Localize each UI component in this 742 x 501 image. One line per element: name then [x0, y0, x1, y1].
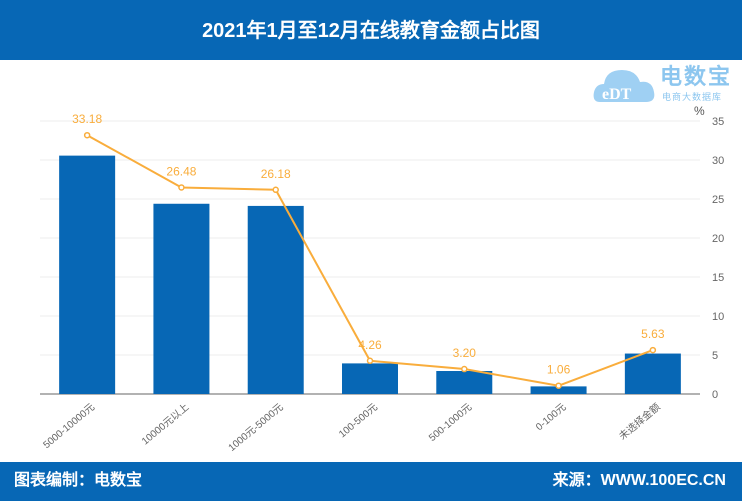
line-point — [366, 357, 374, 365]
x-tick-label: 未选择金额 — [616, 400, 663, 442]
logo: eDT 电数宝 电商大数据库 — [592, 62, 737, 106]
data-label: 26.48 — [166, 164, 196, 178]
x-tick-label: 500-1000元 — [427, 402, 474, 444]
bar — [436, 371, 493, 394]
y-tick-label: 0 — [712, 389, 718, 401]
bar — [624, 353, 681, 394]
bar — [59, 155, 116, 394]
cloud-logo-icon: eDT — [593, 70, 655, 103]
data-label: 4.26 — [358, 338, 382, 352]
line-point — [461, 365, 468, 373]
y-tick-label: 25 — [712, 194, 724, 206]
logo-name: 电数宝 — [660, 64, 733, 89]
data-label: 3.20 — [453, 346, 477, 360]
y-tick-label: 10 — [712, 311, 724, 323]
bar — [530, 386, 587, 394]
y-tick-label: 5 — [712, 350, 718, 362]
unit-label: % — [694, 104, 705, 118]
footer: 图表编制：电数宝 来源：WWW.100EC.CN — [0, 462, 742, 501]
bar — [247, 205, 304, 394]
footer-credit: 图表编制：电数宝 — [14, 472, 143, 489]
svg-text:eDT: eDT — [602, 86, 632, 103]
y-tick-label: 30 — [712, 155, 724, 167]
line-point — [555, 382, 562, 389]
x-tick-label: 1000元-5000元 — [227, 402, 286, 454]
chart-title: 2021年1月至12月在线教育金额占比图 — [0, 0, 742, 60]
y-tick-label: 35 — [712, 116, 724, 128]
data-label: 1.06 — [547, 363, 571, 377]
line-point — [83, 131, 91, 139]
x-tick-label: 100-500元 — [337, 402, 380, 440]
bar — [342, 363, 398, 394]
data-label: 33.18 — [72, 112, 102, 126]
x-tick-label: 5000-10000元 — [41, 402, 97, 451]
y-tick-label: 20 — [712, 233, 724, 245]
x-tick-label: 0-100元 — [534, 402, 568, 433]
bar — [153, 203, 210, 394]
line-point — [178, 184, 185, 191]
data-label: 5.63 — [641, 327, 665, 341]
line-point — [272, 186, 279, 194]
y-tick-label: 15 — [712, 272, 724, 284]
footer-source: 来源：WWW.100EC.CN — [552, 472, 726, 489]
line-point — [649, 346, 657, 354]
logo-subtitle: 电商大数据库 — [662, 92, 723, 102]
data-label: 26.18 — [261, 167, 291, 181]
x-tick-label: 10000元以上 — [139, 401, 191, 447]
